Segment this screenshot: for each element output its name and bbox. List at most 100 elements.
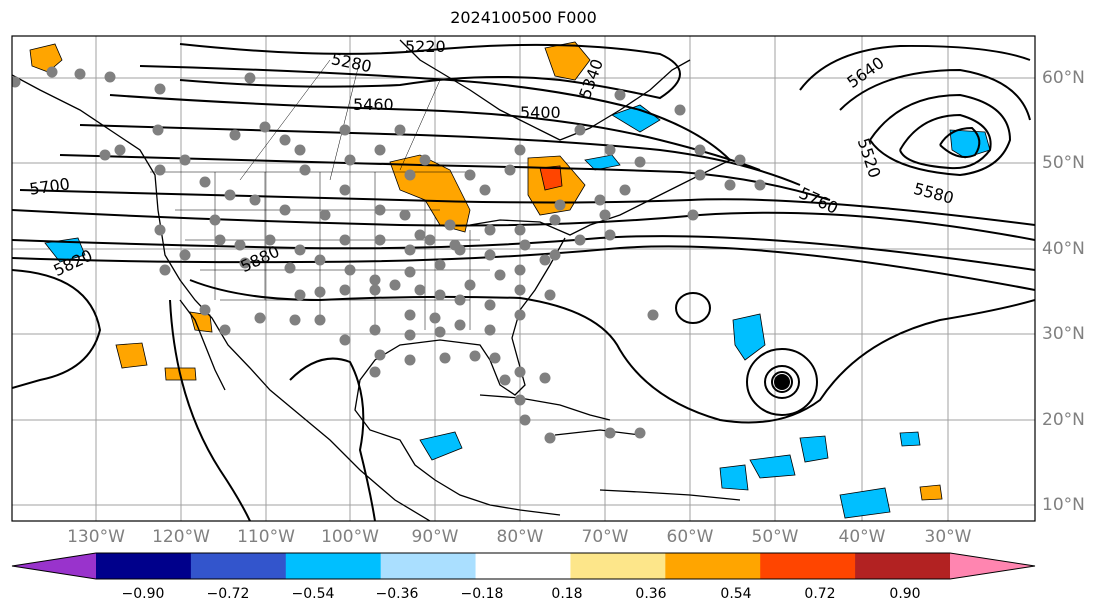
station-dot xyxy=(199,304,211,316)
station-dot xyxy=(344,154,356,166)
lon-label-50w: 50°W xyxy=(751,527,799,547)
lat-label-20n: 20°N xyxy=(1042,410,1085,430)
page-title: 2024100500 F000 xyxy=(450,8,597,27)
lon-label-100w: 100°W xyxy=(321,527,379,547)
station-markers xyxy=(12,66,766,444)
station-dot xyxy=(514,309,526,321)
station-dot xyxy=(594,194,606,206)
colorbar-segments xyxy=(96,553,951,579)
station-dot xyxy=(554,199,566,211)
station-dot xyxy=(279,204,291,216)
station-dot xyxy=(369,324,381,336)
station-dot xyxy=(544,289,556,301)
colorbar-extend-high xyxy=(950,553,1035,579)
station-dot xyxy=(279,134,291,146)
station-dot xyxy=(199,176,211,188)
station-dot xyxy=(647,309,659,321)
station-dot xyxy=(484,324,496,336)
station-dot xyxy=(339,184,351,196)
station-dot xyxy=(519,239,531,251)
station-dot xyxy=(694,169,706,181)
station-dot xyxy=(404,309,416,321)
station-dot xyxy=(514,366,526,378)
colorbar-segment xyxy=(285,553,382,579)
station-dot xyxy=(289,314,301,326)
station-dot xyxy=(604,229,616,241)
station-dot xyxy=(404,244,416,256)
station-dot xyxy=(619,184,631,196)
colorbar-segment xyxy=(475,553,571,579)
station-dot xyxy=(394,124,406,136)
station-dot xyxy=(374,234,386,246)
station-dot xyxy=(424,234,436,246)
station-dot xyxy=(539,254,551,266)
station-dot xyxy=(264,234,276,246)
lat-label-10n: 10°N xyxy=(1042,495,1085,515)
station-dot xyxy=(319,209,331,221)
lon-label-90w: 90°W xyxy=(411,527,459,547)
lat-label-60n: 60°N xyxy=(1042,68,1085,88)
station-dot xyxy=(687,209,699,221)
station-dot xyxy=(74,68,86,80)
station-dot xyxy=(224,189,236,201)
colorbar-segment xyxy=(760,553,856,579)
station-dot xyxy=(314,254,326,266)
lon-label-60w: 60°W xyxy=(666,527,714,547)
station-dot xyxy=(179,154,191,166)
lat-label-30n: 30°N xyxy=(1042,324,1085,344)
lon-label-70w: 70°W xyxy=(581,527,629,547)
station-dot xyxy=(369,366,381,378)
station-dot xyxy=(454,294,466,306)
lon-label-30w: 30°W xyxy=(924,527,972,547)
station-dot xyxy=(429,312,441,324)
station-dot xyxy=(724,179,736,191)
anomaly-shading xyxy=(29,41,991,519)
station-dot xyxy=(389,279,401,291)
station-dot xyxy=(674,104,686,116)
station-dot xyxy=(439,352,451,364)
station-dot xyxy=(404,266,416,278)
station-dot xyxy=(574,124,586,136)
station-dot xyxy=(434,259,446,271)
station-dot xyxy=(314,314,326,326)
station-dot xyxy=(339,334,351,346)
station-dot xyxy=(694,144,706,156)
lon-label-80w: 80°W xyxy=(496,527,544,547)
colorbar-segment xyxy=(855,553,951,579)
station-dot xyxy=(284,262,296,274)
lon-label-110w: 110°W xyxy=(237,527,295,547)
station-dot xyxy=(369,284,381,296)
station-dot xyxy=(514,284,526,296)
station-dot xyxy=(519,414,531,426)
station-dot xyxy=(489,352,501,364)
station-dot xyxy=(249,194,261,206)
station-dot xyxy=(544,432,556,444)
station-dot xyxy=(634,427,646,439)
station-dot xyxy=(414,284,426,296)
colorbar-tick-label: −0.90 xyxy=(121,586,165,602)
station-dot xyxy=(504,164,516,176)
station-dot xyxy=(46,66,58,78)
station-dot xyxy=(374,144,386,156)
station-dot xyxy=(374,204,386,216)
station-dot xyxy=(514,224,526,236)
station-dot xyxy=(484,249,496,261)
lon-label-120w: 120°W xyxy=(152,527,210,547)
station-dot xyxy=(754,179,766,191)
station-dot xyxy=(484,224,496,236)
map-frame xyxy=(11,35,1036,522)
coastlines xyxy=(12,39,741,521)
station-dot xyxy=(239,257,251,269)
contour-label-5400: 5400 xyxy=(520,103,561,122)
station-dot xyxy=(634,156,646,168)
low-center xyxy=(774,374,790,390)
height-contours xyxy=(12,43,1035,521)
station-dot xyxy=(294,289,306,301)
station-dot xyxy=(419,154,431,166)
colorbar-tick-label: 0.18 xyxy=(551,586,583,602)
station-dot xyxy=(494,269,506,281)
station-dot xyxy=(479,184,491,196)
station-dot xyxy=(344,264,356,276)
colorbar-tick-label: −0.18 xyxy=(460,586,504,602)
